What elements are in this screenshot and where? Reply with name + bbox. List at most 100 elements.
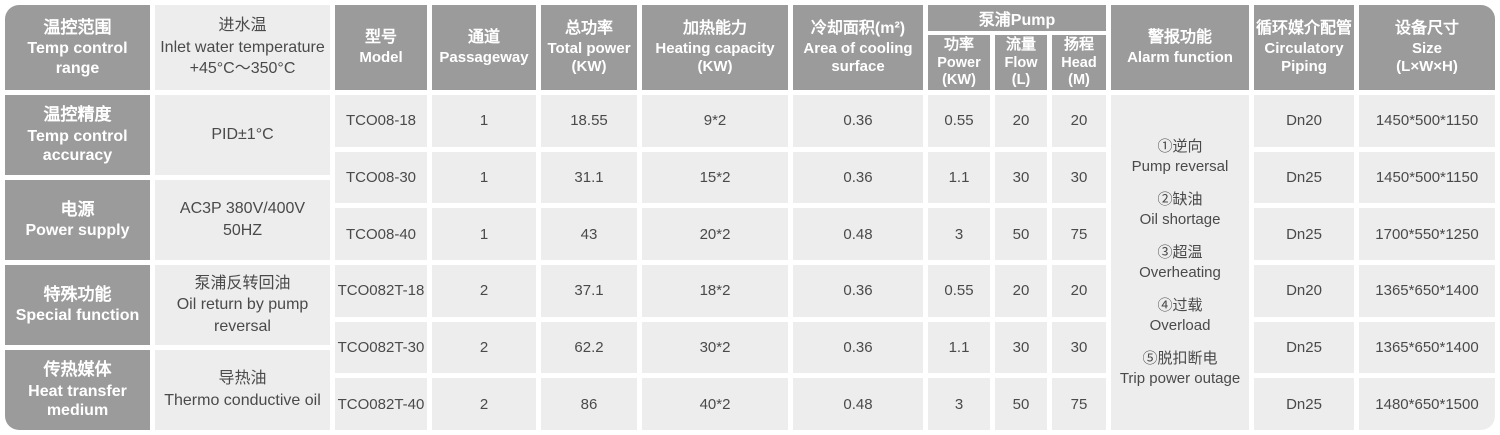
- alarm-item-cn: ③超温: [1157, 244, 1203, 261]
- cell-pump-head: 20: [1052, 95, 1106, 147]
- attr-label-en: Temp control accuracy: [27, 127, 128, 165]
- header-cn: 设备尺寸: [1394, 19, 1459, 37]
- attr-label-power-supply: 电源 Power supply: [5, 180, 150, 260]
- header-cn: 型号: [364, 28, 397, 46]
- header-unit: (KW): [571, 57, 607, 75]
- alarm-item-en: Oil shortage: [1139, 210, 1221, 228]
- cell-heating: 30*2: [642, 321, 788, 374]
- cell-total-power: 18.55: [541, 95, 637, 147]
- header-cn: 扬程: [1063, 36, 1094, 54]
- attribute-panel: 温控范围 Temp control range 进水温 Inlet water …: [5, 5, 330, 430]
- alarm-item: ④过载 Overload: [1150, 296, 1211, 335]
- header-en: Power: [937, 54, 981, 71]
- header-cn: 功率: [943, 36, 974, 54]
- attr-value-power-supply: AC3P 380V/400V 50HZ: [155, 180, 330, 260]
- attr-label-special-function: 特殊功能 Special function: [5, 265, 150, 345]
- header-cn: 总功率: [564, 19, 613, 37]
- cell-model: TCO08-40: [335, 208, 427, 260]
- cell-cooling: 0.36: [793, 151, 923, 204]
- header-cn: 通道: [467, 28, 500, 46]
- cell-heating: 40*2: [642, 378, 788, 430]
- cell-cooling: 0.36: [793, 265, 923, 317]
- attr-value-line: 进水温: [218, 17, 267, 35]
- cell-pump-head: 75: [1052, 208, 1106, 260]
- attr-label-cn: 电源: [60, 200, 95, 220]
- attr-value-heat-transfer-medium: 导热油 Thermo conductive oil: [155, 350, 330, 430]
- cell-passageway: 2: [432, 265, 536, 317]
- attr-value-line: AC3P 380V/400V 50HZ: [179, 200, 306, 239]
- cell-size: 1365*650*1400: [1359, 321, 1495, 374]
- alarm-item-cn: ①逆向: [1157, 138, 1203, 155]
- attr-label-temp-control-range: 温控范围 Temp control range: [5, 5, 150, 90]
- header-en: Flow: [1004, 54, 1038, 71]
- cell-pump-power: 0.55: [928, 265, 990, 317]
- cell-passageway: 1: [432, 151, 536, 204]
- cell-heating: 18*2: [642, 265, 788, 317]
- cell-piping: Dn25: [1254, 151, 1354, 204]
- attr-value-temp-control-accuracy: PID±1°C: [155, 95, 330, 175]
- cell-pump-head: 20: [1052, 265, 1106, 317]
- header-pump-head: 扬程 Head (M): [1052, 35, 1106, 90]
- attr-value-line: Oil return by pump reversal: [176, 296, 309, 335]
- attr-label-cn: 温控范围: [43, 17, 112, 37]
- cell-cooling: 0.48: [793, 208, 923, 260]
- cell-pump-flow: 30: [995, 321, 1047, 374]
- header-pump-group: 泵浦Pump 功率 Power (KW) 流量 Flow (L) 扬程 Head…: [928, 5, 1106, 90]
- cell-pump-head: 30: [1052, 321, 1106, 374]
- header-en: Alarm function: [1127, 48, 1233, 66]
- cell-total-power: 86: [541, 378, 637, 430]
- header-unit: (KW): [942, 72, 976, 89]
- header-cn: 警报功能: [1147, 28, 1212, 46]
- cell-pump-flow: 30: [995, 151, 1047, 204]
- alarm-item-en: Overload: [1149, 316, 1211, 334]
- header-passageway: 通道 Passageway: [432, 5, 536, 90]
- cell-cooling: 0.48: [793, 378, 923, 430]
- alarm-item: ③超温 Overheating: [1139, 243, 1221, 282]
- header-total-power: 总功率 Total power (KW): [541, 5, 637, 90]
- attr-value-special-function: 泵浦反转回油 Oil return by pump reversal: [155, 265, 330, 345]
- attr-value-temp-control-range: 进水温 Inlet water temperature +45°C～350°C: [155, 5, 330, 90]
- header-cn: 加热能力: [682, 19, 747, 37]
- header-pump-flow: 流量 Flow (L): [995, 35, 1047, 90]
- header-cooling-area: 冷却面积(m²) Area of cooling surface: [793, 5, 923, 90]
- header-en: Area of cooling surface: [803, 39, 913, 75]
- cell-model: TCO082T-30: [335, 321, 427, 374]
- header-model: 型号 Model: [335, 5, 427, 90]
- cell-total-power: 43: [541, 208, 637, 260]
- header-cn: 流量: [1005, 36, 1036, 54]
- header-en: Total power: [547, 39, 631, 57]
- attr-label-en: Power supply: [25, 222, 130, 240]
- header-unit: (L×W×H): [1396, 57, 1458, 75]
- cell-size: 1480*650*1500: [1359, 378, 1495, 430]
- cell-pump-flow: 20: [995, 265, 1047, 317]
- alarm-item-cn: ④过载: [1157, 297, 1203, 314]
- header-pump-title: 泵浦Pump: [928, 5, 1106, 31]
- attr-label-cn: 特殊功能: [43, 285, 112, 305]
- cell-size: 1450*500*1150: [1359, 95, 1495, 147]
- attr-value-line: 导热油: [218, 370, 267, 388]
- header-alarm-function: 警报功能 Alarm function: [1111, 5, 1249, 90]
- attr-label-en: Temp control range: [27, 40, 128, 77]
- cell-piping: Dn20: [1254, 95, 1354, 147]
- attr-label-en: Heat transfer medium: [28, 382, 127, 420]
- header-en: Circulatory Piping: [1264, 39, 1344, 75]
- header-en: Passageway: [439, 48, 529, 66]
- header-unit: (M): [1068, 72, 1090, 89]
- alarm-item-en: Trip power outage: [1119, 369, 1241, 387]
- cell-piping: Dn20: [1254, 265, 1354, 317]
- header-cn: 循环媒介配管: [1255, 19, 1352, 37]
- cell-size: 1700*550*1250: [1359, 208, 1495, 260]
- cell-passageway: 1: [432, 95, 536, 147]
- header-heating-capacity: 加热能力 Heating capacity (KW): [642, 5, 788, 90]
- cell-size: 1365*650*1400: [1359, 265, 1495, 317]
- alarm-item-cn: ②缺油: [1157, 191, 1203, 208]
- header-en: Size: [1411, 39, 1442, 57]
- cell-piping: Dn25: [1254, 378, 1354, 430]
- cell-pump-flow: 50: [995, 208, 1047, 260]
- cell-pump-power: 1.1: [928, 321, 990, 374]
- alarm-item: ⑤脱扣断电 Trip power outage: [1120, 349, 1240, 388]
- attr-label-cn: 传热媒体: [43, 360, 112, 380]
- cell-pump-power: 0.55: [928, 95, 990, 147]
- cell-heating: 20*2: [642, 208, 788, 260]
